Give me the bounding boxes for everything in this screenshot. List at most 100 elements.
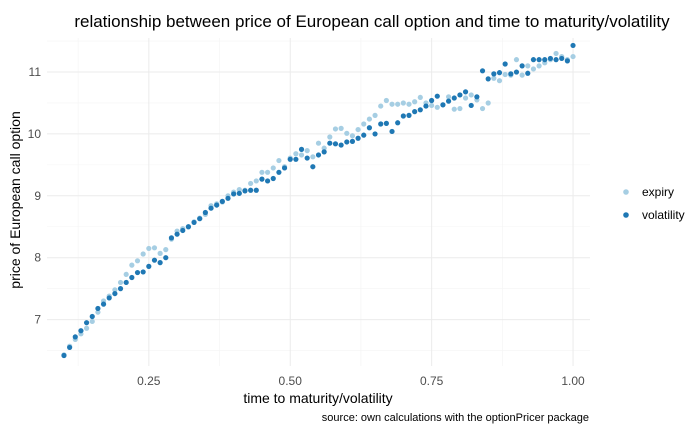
data-point-expiry [338, 125, 344, 131]
legend-key-expiry [623, 189, 629, 195]
data-point-expiry [530, 66, 537, 72]
data-point-expiry [479, 105, 486, 112]
chart-caption: source: own calculations with the option… [322, 412, 589, 424]
data-point-volatility [236, 190, 242, 196]
data-point-volatility [491, 71, 497, 77]
data-point-volatility [508, 71, 514, 77]
y-axis-title: price of European call option [7, 111, 23, 288]
data-point-expiry [412, 99, 418, 105]
data-point-volatility [174, 231, 180, 237]
data-point-expiry [157, 250, 163, 256]
data-point-volatility [474, 94, 480, 100]
data-point-volatility [112, 290, 118, 297]
data-point-volatility [310, 164, 316, 170]
legend-label-expiry: expiry [642, 185, 674, 199]
data-point-expiry [378, 103, 384, 109]
data-point-volatility [400, 113, 406, 119]
data-point-expiry [372, 112, 378, 118]
plot-grid [47, 38, 590, 366]
data-point-expiry [457, 105, 463, 112]
x-tick-label: 1.00 [561, 374, 585, 388]
data-point-expiry [525, 63, 531, 69]
data-point-expiry [315, 140, 322, 146]
data-point-volatility [451, 95, 457, 101]
data-point-expiry [513, 57, 520, 63]
x-tick-label: 0.50 [279, 374, 303, 388]
data-point-volatility [83, 320, 90, 326]
data-point-expiry [355, 126, 361, 133]
data-point-volatility [355, 135, 361, 141]
data-point-volatility [253, 187, 259, 193]
data-point-expiry [445, 94, 452, 100]
data-point-volatility [168, 235, 175, 241]
data-point-volatility [344, 139, 350, 145]
data-point-expiry [310, 154, 316, 160]
data-point-volatility [248, 187, 254, 193]
data-point-volatility [338, 142, 344, 148]
data-point-expiry [276, 157, 282, 164]
data-point-volatility [542, 57, 548, 63]
data-point-expiry [349, 133, 356, 139]
data-point-expiry [236, 187, 242, 193]
data-point-expiry [140, 251, 146, 257]
data-point-expiry [485, 100, 491, 106]
data-point-expiry [383, 97, 389, 104]
data-point-expiry [327, 134, 333, 140]
data-point-expiry [332, 126, 339, 132]
data-point-volatility [349, 138, 356, 144]
data-point-volatility [519, 63, 525, 69]
data-point-volatility [525, 70, 531, 76]
data-point-volatility [372, 131, 378, 137]
data-point-expiry [496, 78, 503, 84]
data-point-volatility [214, 202, 220, 208]
data-point-volatility [281, 165, 288, 171]
data-point-volatility [197, 216, 203, 222]
data-point-volatility [180, 227, 186, 234]
data-point-expiry [89, 318, 95, 325]
data-point-volatility [163, 255, 169, 261]
data-point-volatility [327, 140, 333, 146]
data-point-volatility [123, 279, 129, 286]
data-point-volatility [100, 301, 107, 307]
y-tick-label: 11 [29, 65, 42, 79]
data-point-volatility [134, 269, 141, 276]
y-tick-label: 9 [34, 189, 41, 203]
data-point-expiry [151, 245, 158, 251]
data-point-expiry [304, 148, 310, 154]
data-point-expiry [502, 71, 508, 78]
data-point-volatility [389, 128, 395, 135]
data-point-volatility [502, 61, 508, 67]
data-point-expiry [129, 262, 135, 268]
data-point-expiry [519, 72, 525, 78]
data-point-volatility [61, 352, 67, 359]
data-point-volatility [395, 120, 401, 126]
data-point-expiry [395, 101, 401, 107]
data-point-volatility [146, 263, 152, 269]
data-point-expiry [366, 116, 373, 122]
data-point-expiry [83, 325, 90, 331]
data-point-volatility [242, 188, 248, 194]
data-point-volatility [225, 195, 231, 201]
data-point-expiry [293, 151, 299, 157]
data-point-volatility [157, 260, 163, 266]
data-point-volatility [151, 257, 158, 263]
plot-points [61, 42, 576, 359]
data-point-volatility [293, 156, 299, 162]
data-point-expiry [536, 63, 542, 69]
x-tick-label: 0.75 [420, 374, 444, 388]
data-point-expiry [264, 169, 271, 175]
data-point-volatility [67, 344, 73, 351]
data-point-volatility [366, 125, 373, 131]
data-point-expiry [123, 271, 129, 278]
data-point-volatility [202, 209, 208, 216]
x-axis-title: time to maturity/volatility [243, 390, 392, 406]
data-point-volatility [276, 169, 282, 175]
data-point-expiry [491, 75, 497, 81]
data-point-volatility [513, 69, 520, 75]
data-point-expiry [117, 279, 124, 286]
data-point-volatility [315, 152, 322, 158]
data-point-volatility [462, 89, 469, 95]
data-point-volatility [117, 286, 124, 292]
data-point-expiry [248, 180, 254, 187]
data-point-expiry [462, 95, 469, 101]
